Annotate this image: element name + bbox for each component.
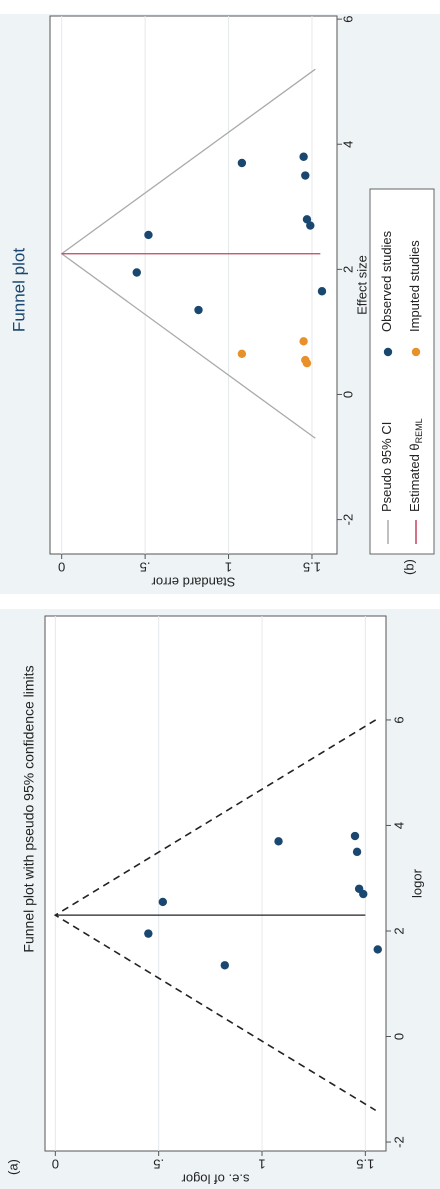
data-point bbox=[237, 158, 247, 168]
data-point bbox=[352, 847, 362, 857]
x-tick-label: -2 bbox=[340, 514, 355, 526]
data-point bbox=[299, 337, 308, 346]
data-point bbox=[144, 230, 153, 240]
data-point bbox=[317, 287, 327, 296]
data-point bbox=[373, 945, 382, 954]
legend-marker bbox=[411, 347, 421, 357]
x-tick-label: 0 bbox=[391, 1033, 406, 1040]
data-point bbox=[302, 358, 312, 368]
panel-label: (b) bbox=[401, 559, 416, 575]
x-tick-label: 4 bbox=[340, 141, 355, 148]
y-tick-label: 1.5 bbox=[303, 560, 321, 575]
data-point bbox=[302, 215, 312, 224]
data-point bbox=[299, 152, 308, 161]
legend-text: Imputed studies bbox=[407, 240, 422, 332]
y-axis-title: Standard error bbox=[151, 575, 235, 590]
x-tick-label: 6 bbox=[340, 16, 355, 23]
plot-area bbox=[49, 15, 338, 555]
legend-label: Observed studies bbox=[379, 230, 394, 332]
legend-text: Observed studies bbox=[379, 230, 394, 332]
y-tick-label: 1.5 bbox=[356, 1157, 374, 1172]
y-tick-label: 0 bbox=[58, 560, 65, 575]
x-tick-label: 4 bbox=[391, 822, 406, 829]
legend-subscript: REML bbox=[414, 418, 424, 443]
legend-label: Estimated θREML bbox=[407, 418, 424, 512]
legend-text: Estimated θ bbox=[407, 443, 422, 512]
plot-area bbox=[44, 615, 387, 1152]
panel: (a) Funnel plot with pseudo 95% confidenc… bbox=[0, 609, 440, 1189]
legend-text: Pseudo 95% CI bbox=[379, 422, 394, 512]
data-point bbox=[220, 961, 230, 970]
chart-title: Funnel plot with pseudo 95% confidence l… bbox=[21, 665, 37, 952]
legend-label: Imputed studies bbox=[407, 240, 422, 332]
data-point bbox=[194, 305, 203, 315]
y-tick-label: .5 bbox=[140, 560, 151, 575]
legend-marker bbox=[383, 347, 393, 357]
data-point bbox=[274, 837, 283, 846]
x-tick-label: 0 bbox=[340, 391, 355, 398]
legend-label: Pseudo 95% CI bbox=[379, 422, 394, 512]
y-tick-label: 1 bbox=[258, 1157, 265, 1172]
x-tick-label: -2 bbox=[391, 1136, 406, 1148]
data-point bbox=[306, 221, 315, 230]
data-point bbox=[350, 831, 360, 841]
y-axis-title: s.e. of logor bbox=[181, 1172, 250, 1187]
data-point bbox=[144, 929, 153, 938]
panel: (b) Funnel plot 0 .5 1 1.5 Standard error -2 0 2 4… bbox=[0, 14, 440, 594]
data-point bbox=[158, 897, 168, 907]
data-point bbox=[301, 171, 310, 180]
x-axis-title: Effect size bbox=[354, 255, 369, 315]
data-point bbox=[132, 268, 141, 277]
x-tick-label: 6 bbox=[391, 716, 406, 723]
x-tick-label: 2 bbox=[340, 266, 355, 273]
y-tick-label: .5 bbox=[153, 1157, 164, 1172]
data-point bbox=[237, 349, 247, 359]
y-tick-label: 1 bbox=[225, 560, 232, 575]
chart-title: Funnel plot bbox=[9, 248, 28, 332]
data-point bbox=[359, 889, 368, 899]
legend-box bbox=[369, 188, 435, 555]
panel-label: (a) bbox=[5, 1159, 20, 1175]
y-tick-label: 0 bbox=[52, 1157, 59, 1172]
x-tick-label: 2 bbox=[391, 927, 406, 934]
x-axis-title: logor bbox=[409, 868, 424, 898]
